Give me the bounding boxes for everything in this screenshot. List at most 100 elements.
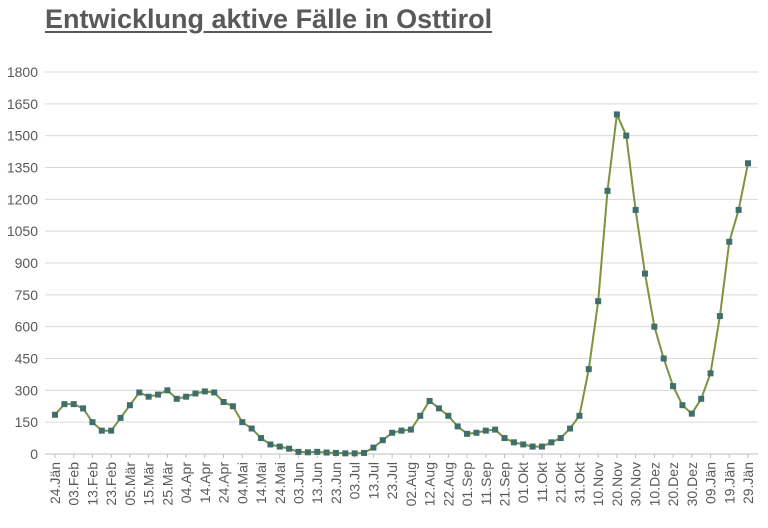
y-tick-label: 150: [15, 414, 39, 430]
data-point: [557, 435, 564, 442]
data-point: [538, 443, 545, 450]
x-tick-label: 24.Mai: [272, 462, 288, 504]
x-tick-label: 03.Jun: [290, 462, 306, 504]
data-point: [108, 427, 115, 434]
data-point: [501, 435, 508, 442]
data-point: [576, 412, 583, 419]
data-point: [379, 437, 386, 444]
x-tick-label: 14.Mai: [253, 462, 269, 504]
data-point: [567, 425, 574, 432]
x-tick-label: 14.Apr: [197, 462, 213, 504]
data-point: [632, 206, 639, 213]
data-point: [529, 443, 536, 450]
x-tick-label: 22.Aug: [440, 462, 456, 506]
data-point: [595, 298, 602, 305]
data-point: [407, 426, 414, 433]
x-tick-label: 30.Nov: [628, 462, 644, 506]
x-tick-label: 05.Mär: [122, 462, 138, 506]
data-point: [679, 402, 686, 409]
data-point: [604, 187, 611, 194]
data-point: [61, 401, 68, 408]
x-tick-label: 24.Jän: [47, 462, 63, 504]
data-point: [126, 402, 133, 409]
data-point: [585, 366, 592, 373]
x-tick-label: 10.Nov: [590, 462, 606, 506]
data-point: [660, 355, 667, 362]
data-point: [229, 403, 236, 410]
x-tick-label: 25.Mär: [159, 462, 175, 506]
data-point: [98, 427, 105, 434]
data-point: [295, 448, 302, 455]
data-point: [745, 160, 751, 167]
data-point: [520, 441, 527, 448]
data-point: [323, 449, 330, 456]
x-tick-label: 04.Mai: [234, 462, 250, 504]
data-point: [332, 449, 339, 456]
data-point: [707, 370, 714, 377]
data-point: [52, 411, 58, 418]
x-tick-label: 13.Jun: [309, 462, 325, 504]
series-line: [54, 110, 749, 455]
data-point: [426, 397, 433, 404]
y-tick-label: 1050: [7, 223, 38, 239]
x-tick-label: 20.Dez: [665, 462, 681, 506]
x-tick-label: 03.Jul: [347, 462, 363, 499]
data-point: [192, 390, 199, 397]
x-tick-label: 21.Sep: [497, 462, 513, 507]
data-point: [351, 450, 358, 457]
data-point: [117, 414, 124, 421]
data-point: [239, 419, 246, 426]
data-point: [698, 395, 705, 402]
x-tick-label: 13.Jul: [365, 462, 381, 499]
data-point: [70, 401, 77, 408]
data-point: [211, 389, 218, 396]
data-point: [248, 425, 255, 432]
data-point: [342, 450, 349, 457]
x-tick-label: 24.Apr: [216, 462, 232, 504]
data-point: [435, 405, 442, 412]
data-point: [548, 439, 555, 446]
x-tick-label: 03.Feb: [66, 462, 82, 506]
x-tick-label: 11.Sep: [478, 462, 494, 506]
data-point: [735, 206, 742, 213]
y-tick-label: 1200: [7, 191, 38, 207]
data-point: [492, 426, 499, 433]
data-point: [89, 419, 96, 426]
data-point: [80, 405, 87, 412]
data-point: [314, 448, 321, 455]
data-point: [220, 399, 227, 406]
data-point: [267, 441, 274, 448]
x-tick-label: 23.Jun: [328, 462, 344, 504]
y-tick-label: 0: [30, 446, 38, 462]
data-point: [688, 410, 695, 417]
data-point: [670, 383, 677, 390]
data-point: [473, 429, 480, 436]
x-tick-label: 10.Dez: [646, 462, 662, 506]
x-tick-label: 04.Apr: [178, 462, 194, 504]
data-point: [276, 443, 283, 450]
data-point: [482, 427, 489, 434]
data-point: [445, 412, 452, 419]
x-tick-label: 19.Jän: [721, 462, 737, 504]
y-tick-label: 300: [15, 382, 39, 398]
data-point: [613, 111, 620, 118]
data-point: [651, 323, 658, 330]
x-tick-label: 29.Jän: [740, 462, 756, 504]
y-tick-label: 1800: [7, 64, 38, 80]
data-point: [136, 389, 143, 396]
x-tick-label: 21.Okt: [553, 462, 569, 503]
x-tick-label: 01.Okt: [515, 462, 531, 503]
x-tick-label: 23.Jul: [384, 462, 400, 499]
data-point: [173, 395, 180, 402]
y-tick-label: 600: [15, 319, 39, 335]
x-tick-label: 15.Mär: [141, 462, 157, 506]
data-point: [361, 449, 368, 456]
x-tick-label: 02.Aug: [403, 462, 419, 506]
data-point: [258, 435, 265, 442]
y-tick-label: 750: [15, 287, 39, 303]
data-point: [454, 423, 461, 430]
y-tick-label: 900: [15, 255, 39, 271]
x-tick-label: 12.Aug: [422, 462, 438, 506]
data-point: [398, 427, 405, 434]
